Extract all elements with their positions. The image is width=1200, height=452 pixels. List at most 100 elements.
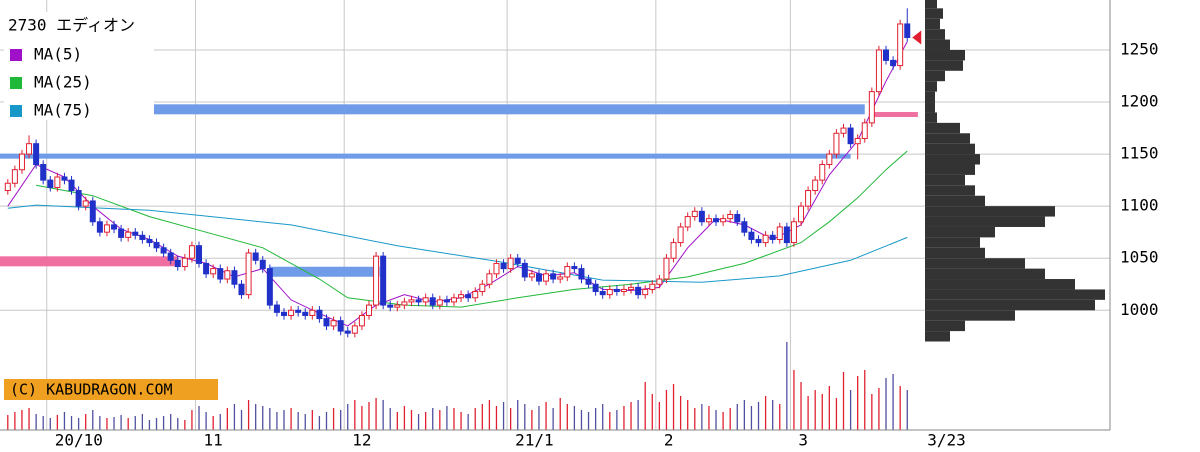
y-tick-label: 1200	[1120, 92, 1159, 111]
candle-body	[139, 234, 146, 240]
profile-bar	[925, 174, 965, 186]
profile-bar	[925, 8, 943, 19]
candle-body	[557, 276, 564, 280]
candle-body	[868, 91, 875, 124]
candle-body	[288, 309, 295, 316]
candle-body	[479, 283, 486, 293]
level-band	[871, 112, 918, 118]
legend-background	[4, 12, 154, 120]
candle-body	[373, 255, 380, 306]
candle-body	[776, 226, 783, 240]
candle-body	[146, 238, 153, 244]
candle-body	[40, 164, 47, 181]
candle-body	[224, 270, 231, 280]
x-tick-label: 12	[352, 431, 371, 450]
profile-bar	[925, 18, 940, 30]
candle-body	[670, 242, 677, 259]
legend-label: MA(5)	[34, 45, 82, 64]
candle-body	[387, 304, 394, 308]
profile-bar	[925, 39, 950, 50]
candle-body	[273, 304, 280, 313]
candle-body	[18, 153, 25, 171]
candle-body	[613, 288, 620, 293]
profile-bar	[925, 70, 945, 82]
candle-body	[337, 320, 344, 332]
candle-body	[443, 299, 450, 303]
candle-body	[401, 301, 408, 306]
candle-body	[677, 226, 684, 244]
candle-body	[302, 311, 309, 316]
candle-body	[82, 200, 89, 207]
candle-body	[54, 176, 61, 188]
x-tick-label: 11	[203, 431, 222, 450]
candle-body	[493, 262, 500, 275]
profile-bar	[925, 102, 935, 113]
profile-bar	[925, 49, 965, 61]
candle-body	[26, 143, 33, 155]
candle-body	[578, 268, 585, 280]
candle-body	[231, 270, 238, 285]
candle-body	[592, 283, 599, 293]
candle-body	[167, 252, 174, 261]
candle-body	[847, 127, 854, 145]
profile-bar	[925, 0, 937, 9]
candle-body	[217, 268, 224, 280]
legend-label: MA(75)	[34, 101, 92, 120]
x-tick-label: 2	[664, 431, 674, 450]
x-tick-label: 20/10	[55, 431, 103, 450]
candle-body	[748, 231, 755, 240]
candle-body	[266, 268, 273, 306]
candle-body	[720, 218, 727, 223]
candle-body	[153, 242, 160, 249]
candle-body	[252, 252, 259, 261]
candle-body	[904, 23, 911, 38]
candle-body	[11, 169, 18, 184]
candle-body	[897, 23, 904, 67]
candle-body	[790, 221, 797, 244]
candle-body	[521, 262, 528, 278]
profile-bar	[925, 206, 1055, 217]
candle-body	[238, 283, 245, 296]
candle-body	[125, 231, 132, 238]
profile-bar	[925, 133, 970, 144]
profile-bar	[925, 29, 945, 40]
candle-body	[684, 216, 691, 228]
profile-bar	[925, 258, 1025, 269]
profile-bar	[925, 60, 963, 71]
candle-body	[281, 311, 288, 316]
candle-body	[571, 266, 578, 270]
candle-body	[422, 297, 429, 303]
candle-body	[196, 245, 203, 264]
candle-body	[365, 304, 372, 316]
chart-title: 2730 エディオン	[8, 16, 135, 35]
x-tick-label: 3	[798, 431, 808, 450]
candle-body	[649, 283, 656, 290]
candle-body	[762, 234, 769, 244]
candle-body	[61, 176, 68, 181]
candle-body	[160, 247, 167, 254]
profile-layer	[925, 0, 1105, 342]
profile-bar	[925, 154, 980, 165]
profile-bar	[925, 299, 1095, 311]
candle-body	[705, 218, 712, 223]
candle-body	[450, 297, 457, 303]
candle-body	[210, 268, 217, 275]
candle-body	[819, 164, 826, 181]
candle-body	[188, 245, 195, 259]
candle-body	[132, 231, 139, 236]
candle-body	[528, 273, 535, 278]
legend-swatch	[10, 49, 22, 61]
candle-body	[458, 294, 465, 299]
candle-body	[812, 179, 819, 192]
candle-body	[826, 153, 833, 166]
candle-body	[181, 257, 188, 268]
profile-bar	[925, 320, 965, 332]
copyright: (C) KABUDRAGON.COM	[10, 381, 173, 399]
candle-body	[543, 273, 550, 282]
candle-body	[890, 59, 897, 67]
candle-body	[599, 291, 606, 296]
candles-layer	[4, 8, 922, 338]
labels-layer: 1000 1050 1100 1150 1200 1250 20/10 11 12 21/1 2 3 3…	[55, 39, 1159, 449]
candle-body	[380, 255, 387, 306]
x-tick-label: 21/1	[515, 431, 554, 450]
